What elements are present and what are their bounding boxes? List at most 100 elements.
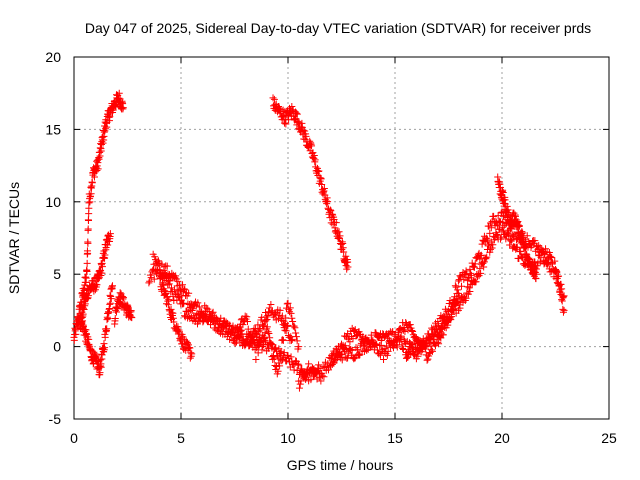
data-point (542, 245, 550, 253)
data-point (180, 299, 188, 307)
data-point (84, 239, 92, 247)
data-point (390, 331, 398, 339)
data-point (409, 350, 417, 358)
data-point (233, 334, 241, 342)
data-point (174, 323, 182, 331)
data-point (79, 310, 87, 318)
data-point (448, 306, 456, 314)
data-point (185, 289, 193, 297)
data-point (247, 330, 255, 338)
data-point (462, 267, 470, 275)
data-point (463, 289, 471, 297)
data-point (101, 251, 109, 259)
data-point (85, 217, 93, 225)
data-point (360, 342, 368, 350)
data-point (559, 305, 567, 313)
y-tick-label: 15 (45, 121, 61, 137)
data-point (242, 336, 250, 344)
data-point (93, 357, 101, 365)
data-point (448, 313, 456, 321)
data-point (348, 346, 356, 354)
plot-frame (73, 56, 610, 420)
data-point (96, 369, 104, 377)
data-point (179, 281, 187, 289)
data-point (499, 223, 507, 231)
data-point (450, 297, 458, 305)
data-point (288, 335, 296, 343)
data-point (336, 350, 344, 358)
data-point (124, 302, 132, 310)
data-point (333, 346, 341, 354)
data-point (352, 332, 360, 340)
data-point (165, 280, 173, 288)
y-tick-label: 10 (45, 194, 61, 210)
data-point (555, 282, 563, 290)
data-point (260, 333, 268, 341)
data-point (127, 307, 135, 315)
data-point (146, 277, 154, 285)
data-point (422, 342, 430, 350)
data-point (439, 331, 447, 339)
data-point (401, 328, 409, 336)
data-point (490, 212, 498, 220)
data-point (486, 229, 494, 237)
data-point (151, 253, 159, 261)
data-point (106, 299, 114, 307)
data-point (167, 305, 175, 313)
data-point (107, 295, 115, 303)
data-point (367, 343, 375, 351)
data-point (465, 284, 473, 292)
data-point (457, 282, 465, 290)
data-point (513, 243, 521, 251)
data-point (546, 252, 554, 260)
data-point (406, 340, 414, 348)
data-point (98, 261, 106, 269)
data-point (145, 279, 153, 287)
data-point (179, 300, 187, 308)
data-point (277, 347, 285, 355)
data-point (101, 333, 109, 341)
data-point (226, 321, 234, 329)
data-point (486, 248, 494, 256)
data-point (515, 222, 523, 230)
data-point (263, 315, 271, 323)
data-point (335, 228, 343, 236)
data-point (305, 360, 313, 368)
data-point (195, 303, 203, 311)
data-point (307, 365, 315, 373)
chart-title: Day 047 of 2025, Sidereal Day-to-day VTE… (85, 20, 591, 36)
data-point (302, 375, 310, 383)
data-point (429, 332, 437, 340)
data-point (287, 353, 295, 361)
data-point (163, 262, 171, 270)
data-point (377, 341, 385, 349)
data-point (428, 347, 436, 355)
data-point (192, 302, 200, 310)
data-point (100, 128, 108, 136)
axis-ticks (73, 56, 610, 420)
data-point (281, 326, 289, 334)
data-point (330, 359, 338, 367)
data-point (155, 259, 163, 267)
data-point (559, 294, 567, 302)
data-point (265, 329, 273, 337)
data-point (398, 341, 406, 349)
data-point (260, 334, 268, 342)
data-point (354, 350, 362, 358)
data-point (295, 361, 303, 369)
data-point (162, 289, 170, 297)
data-point (122, 304, 130, 312)
data-point (308, 142, 316, 150)
data-point (101, 344, 109, 352)
data-point (269, 94, 277, 102)
data-point (294, 360, 302, 368)
data-point (476, 265, 484, 273)
data-point (298, 123, 306, 131)
data-point (476, 255, 484, 263)
data-point (346, 338, 354, 346)
data-point (261, 329, 269, 337)
data-point (263, 323, 271, 331)
data-point (393, 335, 401, 343)
data-point (166, 277, 174, 285)
data-point (286, 304, 294, 312)
